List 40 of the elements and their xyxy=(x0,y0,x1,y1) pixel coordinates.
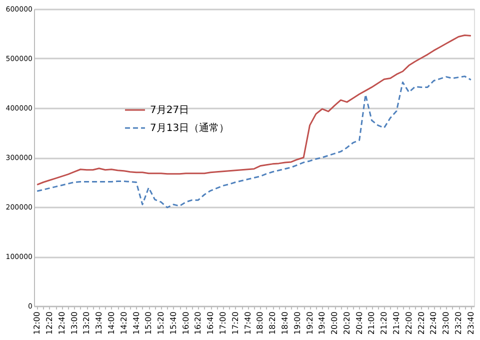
x-tick-label: 21:20 xyxy=(380,312,389,335)
x-tick-label: 12:00 xyxy=(32,312,42,335)
x-tick-label: 16:00 xyxy=(181,312,190,335)
legend-label: 7月13日（通常） xyxy=(150,122,230,134)
x-tick-label: 20:00 xyxy=(330,312,340,335)
x-tick-label: 17:20 xyxy=(230,312,240,335)
x-tick-label: 21:00 xyxy=(367,312,376,335)
x-tick-label: 19:40 xyxy=(318,312,327,335)
x-tick-label: 15:00 xyxy=(144,312,154,335)
x-tick-label: 18:40 xyxy=(280,312,290,335)
x-tick-label: 14:40 xyxy=(132,312,141,335)
x-tick-label: 12:20 xyxy=(44,312,54,335)
x-tick-label: 23:40 xyxy=(466,312,476,335)
x-tick-label: 13:20 xyxy=(82,312,92,335)
x-tick-label: 22:40 xyxy=(429,312,438,335)
x-tick-label: 12:40 xyxy=(57,312,66,335)
x-tick-label: 14:20 xyxy=(119,312,128,335)
x-tick-label: 15:20 xyxy=(156,312,166,335)
x-tick-label: 18:20 xyxy=(268,312,278,335)
x-tick-label: 23:20 xyxy=(454,312,464,335)
x-tick-label: 17:00 xyxy=(218,312,228,335)
line-series xyxy=(36,34,472,186)
x-tick-label: 15:40 xyxy=(168,312,178,335)
legend-label: 7月27日 xyxy=(150,105,190,116)
x-tick-label: 20:40 xyxy=(354,312,364,335)
x-tick-label: 16:40 xyxy=(206,312,216,335)
x-tick-label: 13:00 xyxy=(70,312,79,335)
x-tick-label: 14:00 xyxy=(106,312,116,335)
x-tick-label: 13:40 xyxy=(94,312,104,335)
x-tick-label: 16:20 xyxy=(194,312,203,335)
x-tick-label: 20:20 xyxy=(342,312,352,335)
x-tick-label: 22:20 xyxy=(416,312,426,335)
x-tick-label: 18:00 xyxy=(256,312,265,335)
x-tick-label: 17:40 xyxy=(243,312,252,335)
x-tick-label: 23:00 xyxy=(442,312,451,335)
x-tick-label: 22:00 xyxy=(404,312,414,335)
x-tick-label: 21:40 xyxy=(392,312,402,335)
x-tick-label: 19:20 xyxy=(305,312,314,335)
line-series xyxy=(36,76,472,208)
x-tick-label: 19:00 xyxy=(292,312,302,335)
